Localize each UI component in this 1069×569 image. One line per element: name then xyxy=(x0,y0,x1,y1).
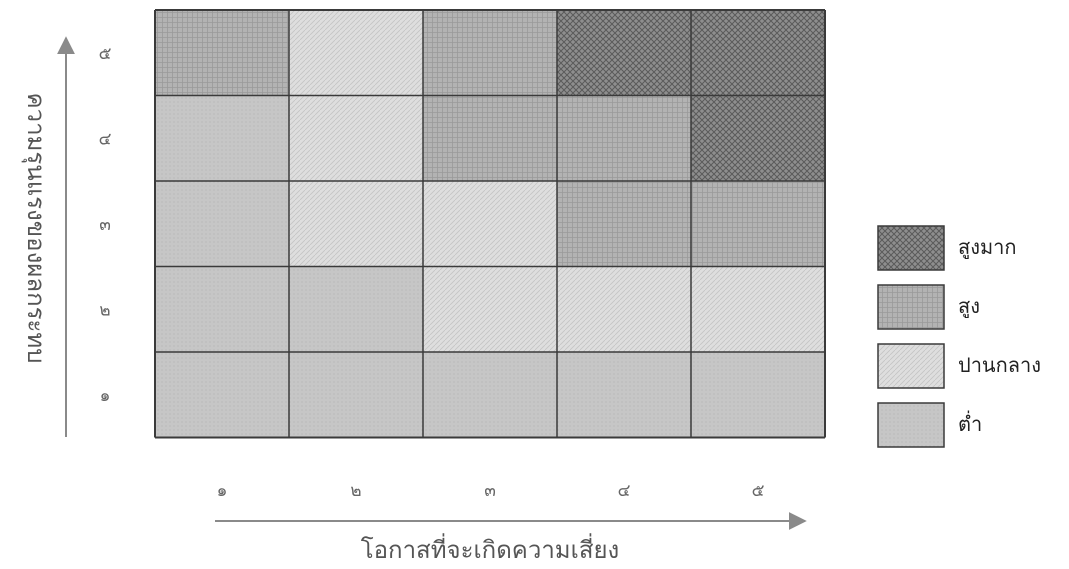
matrix-cell-low xyxy=(691,352,825,438)
legend-label-high: สูง xyxy=(958,294,980,319)
x-tick-label: ๕ xyxy=(752,481,765,501)
matrix-cell-low xyxy=(155,266,289,352)
x-tick-label: ๔ xyxy=(618,481,631,501)
y-tick-label: ๔ xyxy=(99,129,112,149)
matrix-cell-very_high xyxy=(691,10,825,96)
y-tick-label: ๑ xyxy=(100,386,111,406)
legend-swatch-medium xyxy=(877,343,945,389)
x-axis-title: โอกาสที่จะเกิดความเสี่ยง xyxy=(361,533,620,564)
matrix-cell-low xyxy=(289,266,423,352)
y-axis-title: ความรุนแรงของผลกระทบ xyxy=(21,93,50,364)
matrix-cell-medium xyxy=(289,181,423,267)
matrix-cell-medium xyxy=(557,266,691,352)
matrix-cell-very_high xyxy=(557,10,691,96)
x-tick-labels: ๑ ๒ ๓ ๔ ๕ xyxy=(217,481,765,501)
matrix-cell-high xyxy=(155,10,289,96)
legend-label-very_high: สูงมาก xyxy=(958,235,1017,260)
matrix-cell-very_high xyxy=(691,95,825,181)
matrix-cell-medium xyxy=(423,266,557,352)
y-tick-labels: ๑ ๒ ๓ ๔ ๕ xyxy=(99,44,112,406)
matrix-cell-high xyxy=(557,95,691,181)
matrix-cell-low xyxy=(155,181,289,267)
matrix-cell-medium xyxy=(289,95,423,181)
legend-swatch-low xyxy=(877,402,945,448)
matrix-cell-high xyxy=(423,10,557,96)
matrix-cell-low xyxy=(289,352,423,438)
y-tick-label: ๕ xyxy=(99,44,112,64)
legend-label-low: ต่ำ xyxy=(958,410,982,436)
legend-swatch-very_high xyxy=(877,225,945,271)
y-tick-label: ๓ xyxy=(99,215,111,235)
matrix-grid-lines xyxy=(154,9,826,439)
legend-swatch-high xyxy=(877,284,945,330)
x-tick-label: ๒ xyxy=(350,481,361,501)
matrix-cell-low xyxy=(557,352,691,438)
matrix-cell-high xyxy=(557,181,691,267)
matrix-cell-medium xyxy=(289,10,423,96)
matrix-cell-high xyxy=(691,181,825,267)
matrix-cells xyxy=(155,10,825,438)
x-tick-label: ๓ xyxy=(484,481,496,501)
legend-label-medium: ปานกลาง xyxy=(958,353,1041,377)
x-tick-label: ๑ xyxy=(217,481,228,501)
matrix-cell-low xyxy=(155,352,289,438)
matrix-cell-low xyxy=(155,95,289,181)
y-tick-label: ๒ xyxy=(99,300,110,320)
matrix-cell-high xyxy=(423,95,557,181)
matrix-cell-low xyxy=(423,352,557,438)
matrix-cell-medium xyxy=(691,266,825,352)
matrix-cell-medium xyxy=(423,181,557,267)
